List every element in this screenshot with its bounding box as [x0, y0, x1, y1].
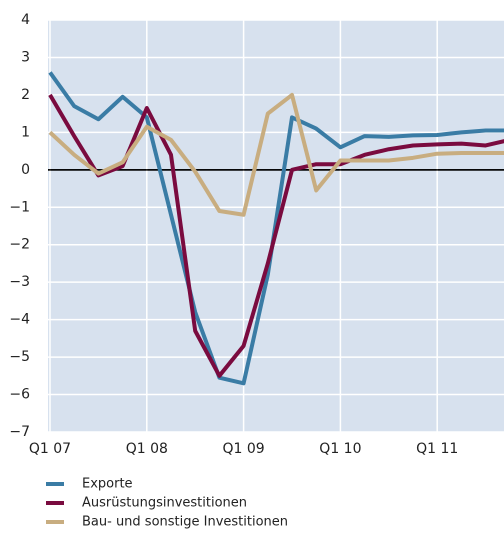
legend: Exporte Ausrüstungsinvestitionen Bau- und …	[46, 477, 288, 530]
y-tick-label: −5	[9, 349, 30, 365]
y-tick-label: −2	[9, 237, 30, 253]
y-tick-label: 3	[21, 49, 30, 65]
y-tick-label: 0	[21, 162, 30, 178]
x-tick-label: Q1 11	[416, 441, 458, 457]
legend-label: Ausrüstungsinvestitionen	[82, 496, 247, 511]
legend-label: Bau- und sonstige Investitionen	[82, 515, 288, 530]
x-tick-label: Q1 08	[126, 441, 168, 457]
x-tick-label: Q1 10	[319, 441, 361, 457]
x-tick-label: Q1 07	[29, 441, 71, 457]
y-tick-label: −1	[9, 199, 30, 215]
y-tick-label: −6	[9, 387, 30, 403]
y-tick-label: −4	[9, 312, 30, 328]
y-tick-label: −7	[9, 424, 30, 440]
x-tick-label: Q1 09	[222, 441, 264, 457]
y-tick-label: 4	[21, 12, 30, 28]
y-tick-label: 1	[21, 124, 30, 140]
y-tick-label: −3	[9, 274, 30, 290]
y-tick-label: 2	[21, 87, 30, 103]
legend-label: Exporte	[82, 477, 133, 492]
series-line	[48, 71, 504, 386]
series-line	[48, 92, 504, 217]
